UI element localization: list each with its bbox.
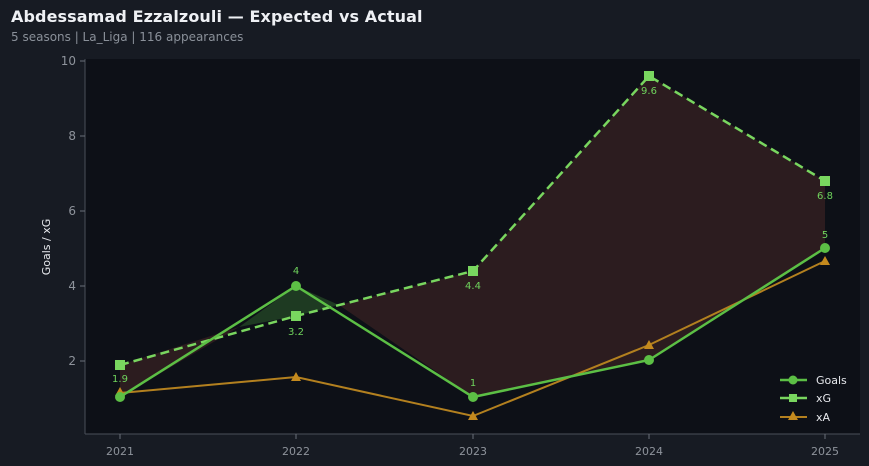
- circle-marker-icon: [788, 375, 798, 385]
- legend-label: xG: [816, 392, 831, 405]
- y-tick-label: 10: [61, 54, 76, 68]
- y-tick-label: 8: [68, 129, 76, 143]
- legend-item-xa[interactable]: xA: [780, 411, 831, 424]
- xg-label: 1.9: [112, 374, 128, 385]
- x-tick-label: 2024: [635, 445, 663, 458]
- goals-label: 1: [470, 378, 476, 389]
- triangle-marker-icon: [788, 411, 798, 420]
- legend-label: Goals: [816, 374, 847, 387]
- goals-markers: [115, 243, 830, 402]
- x-tick-label: 2021: [106, 445, 134, 458]
- y-axis-label: Goals / xG: [40, 219, 53, 276]
- xg-label: 9.6: [641, 86, 657, 97]
- square-marker-icon: [789, 394, 797, 402]
- legend: Goals xG xA: [780, 374, 847, 424]
- x-axis-ticks: 2021 2022 2023 2024 2025: [106, 434, 839, 458]
- data-labels: 1.9 3.2 4.4 9.6 6.8 4 1 5: [112, 86, 833, 389]
- xg-label: 3.2: [288, 327, 304, 338]
- chart-title: Abdessamad Ezzalzouli — Expected vs Actu…: [11, 7, 423, 26]
- x-tick-label: 2023: [459, 445, 487, 458]
- legend-item-xg[interactable]: xG: [780, 392, 831, 405]
- chart-subtitle: 5 seasons | La_Liga | 116 appearances: [11, 30, 244, 44]
- xg-markers: [115, 71, 830, 370]
- x-tick-label: 2025: [811, 445, 839, 458]
- goals-label: 5: [822, 230, 828, 241]
- y-tick-label: 6: [68, 204, 76, 218]
- x-tick-label: 2022: [282, 445, 310, 458]
- xg-label: 4.4: [465, 281, 481, 292]
- y-axis-ticks: 2 4 6 8 10: [61, 54, 85, 368]
- legend-label: xA: [816, 411, 831, 424]
- legend-item-goals[interactable]: Goals: [780, 374, 847, 387]
- underperform-fill: [339, 76, 825, 397]
- y-tick-label: 4: [68, 279, 76, 293]
- xg-label: 6.8: [817, 191, 833, 202]
- y-tick-label: 2: [68, 354, 76, 368]
- goals-label: 4: [293, 266, 299, 277]
